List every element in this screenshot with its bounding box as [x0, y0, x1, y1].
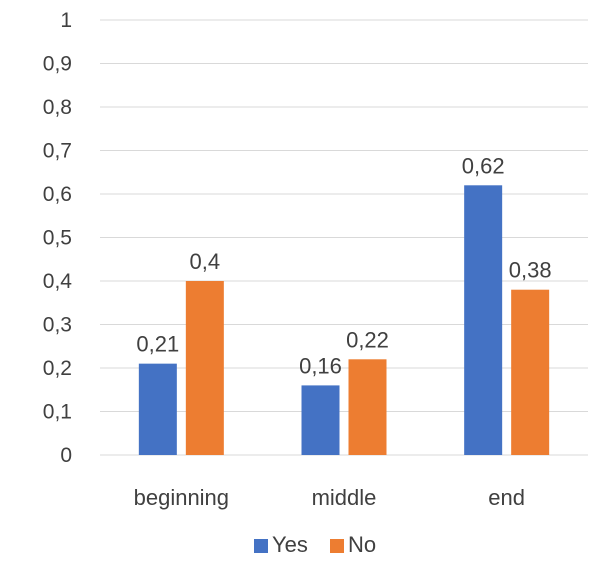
x-tick-label-end: end [488, 485, 525, 510]
y-tick-label: 0,2 [43, 357, 72, 380]
legend-label-yes: Yes [272, 532, 308, 557]
y-tick-label: 0,7 [43, 140, 72, 163]
bar-yes-end [464, 185, 503, 456]
y-tick-label: 0,9 [43, 53, 72, 76]
y-tick-label: 0,6 [43, 183, 72, 206]
data-label-yes-middle: 0,16 [299, 353, 342, 378]
bar-no-beginning [185, 281, 224, 455]
bar-yes-middle [301, 385, 340, 455]
bar-no-end [511, 289, 550, 455]
legend-swatch-no [330, 539, 344, 553]
data-label-yes-beginning: 0,21 [136, 332, 179, 357]
y-tick-label: 0,3 [43, 314, 72, 337]
x-tick-label-beginning: beginning [134, 485, 229, 510]
bar-yes-beginning [138, 363, 177, 455]
y-tick-label: 1 [60, 9, 72, 32]
x-axis-category-labels: beginning middle end [134, 485, 525, 510]
bar-no-middle [348, 359, 387, 455]
bars [138, 185, 550, 456]
data-labels: 0,21 0,4 0,160,22 0,62 0,38 [136, 153, 551, 378]
legend-label-no: No [348, 532, 376, 557]
y-axis-tick-labels: 0 0,1 0,2 0,3 0,4 0,5 0,6 0,7 0,8 0,9 1 [43, 9, 73, 467]
y-tick-label: 0,4 [43, 270, 73, 293]
y-tick-label: 0,5 [43, 227, 72, 250]
data-label-no-beginning: 0,4 [190, 249, 221, 274]
y-tick-label: 0,8 [43, 96, 72, 119]
legend: Yes No [254, 532, 376, 557]
legend-swatch-yes [254, 539, 268, 553]
y-tick-label: 0,1 [43, 401, 72, 424]
x-tick-label-middle: middle [312, 485, 377, 510]
gridlines [100, 19, 588, 456]
data-label-no-middle: 0,22 [346, 327, 389, 352]
data-label-yes-end: 0,62 [462, 153, 505, 178]
y-tick-label: 0 [60, 444, 72, 467]
data-label-no-end: 0,38 [509, 258, 552, 283]
